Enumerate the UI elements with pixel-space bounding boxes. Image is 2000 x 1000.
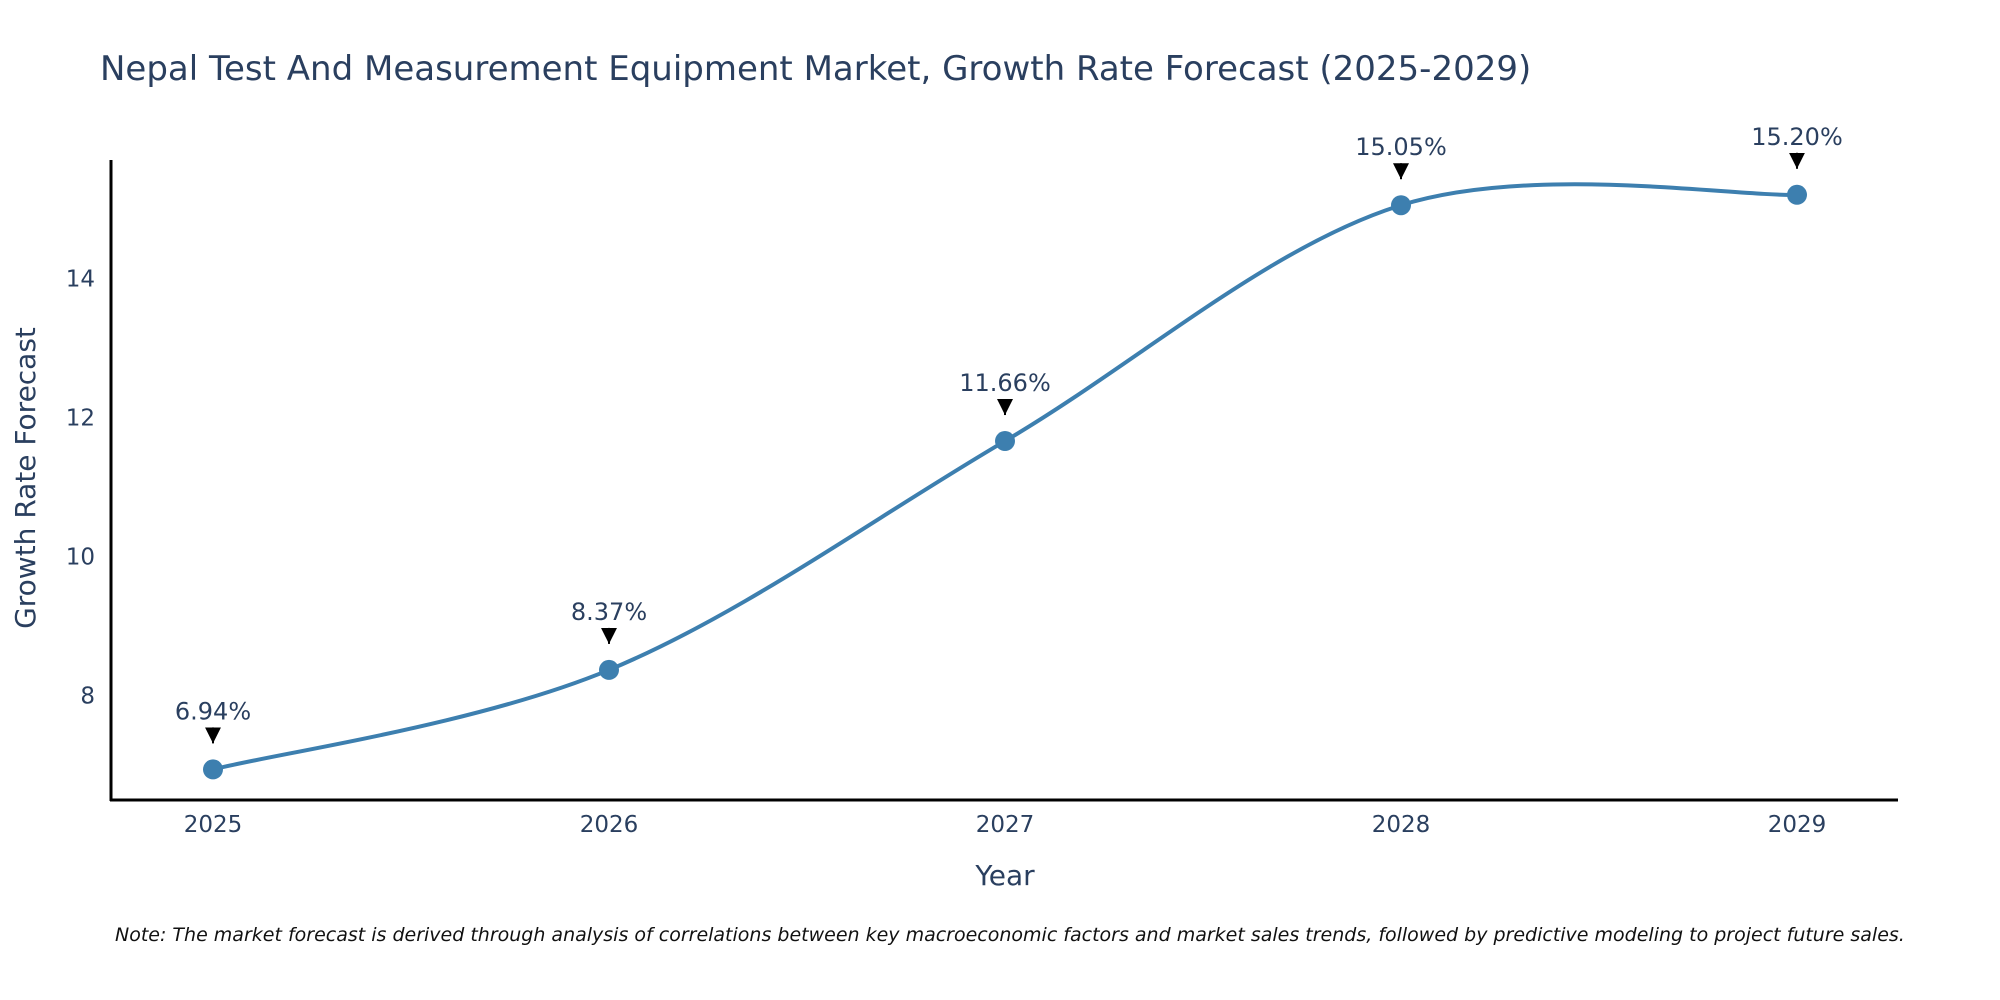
series-line bbox=[212, 182, 1798, 772]
annotations-layer: 6.94% 8.37% 11.66% 15.05% 15.20% bbox=[175, 123, 1843, 744]
x-tick-label: 2028 bbox=[1372, 812, 1431, 838]
y-tick-label: 14 bbox=[66, 266, 95, 292]
data-point bbox=[1391, 195, 1411, 216]
x-axis-title: Year bbox=[974, 859, 1035, 892]
data-label: 11.66% bbox=[959, 369, 1051, 397]
y-tick-label: 12 bbox=[66, 405, 95, 431]
x-tick-label: 2025 bbox=[184, 812, 243, 838]
x-tick-label: 2029 bbox=[1768, 812, 1827, 838]
data-point bbox=[599, 659, 619, 680]
tick-labels: 8 10 12 14 2025 2026 2027 2028 2029 bbox=[66, 266, 1827, 838]
data-label: 15.20% bbox=[1751, 123, 1843, 151]
y-tick-label: 10 bbox=[66, 545, 95, 571]
x-tick-label: 2027 bbox=[976, 812, 1035, 838]
y-axis-title: Growth Rate Forecast bbox=[9, 327, 42, 629]
footnote: Note: The market forecast is derived thr… bbox=[115, 924, 1905, 946]
y-tick-label: 8 bbox=[80, 684, 95, 710]
data-label: 6.94% bbox=[175, 697, 251, 725]
data-point bbox=[203, 759, 223, 780]
data-point bbox=[995, 431, 1015, 452]
chart-title: Nepal Test And Measurement Equipment Mar… bbox=[100, 49, 1531, 89]
data-point bbox=[1787, 184, 1807, 205]
data-label: 15.05% bbox=[1355, 133, 1447, 161]
x-tick-label: 2026 bbox=[580, 812, 639, 838]
data-label: 8.37% bbox=[571, 598, 647, 626]
axes bbox=[109, 160, 1898, 802]
series-layer bbox=[203, 182, 1807, 780]
